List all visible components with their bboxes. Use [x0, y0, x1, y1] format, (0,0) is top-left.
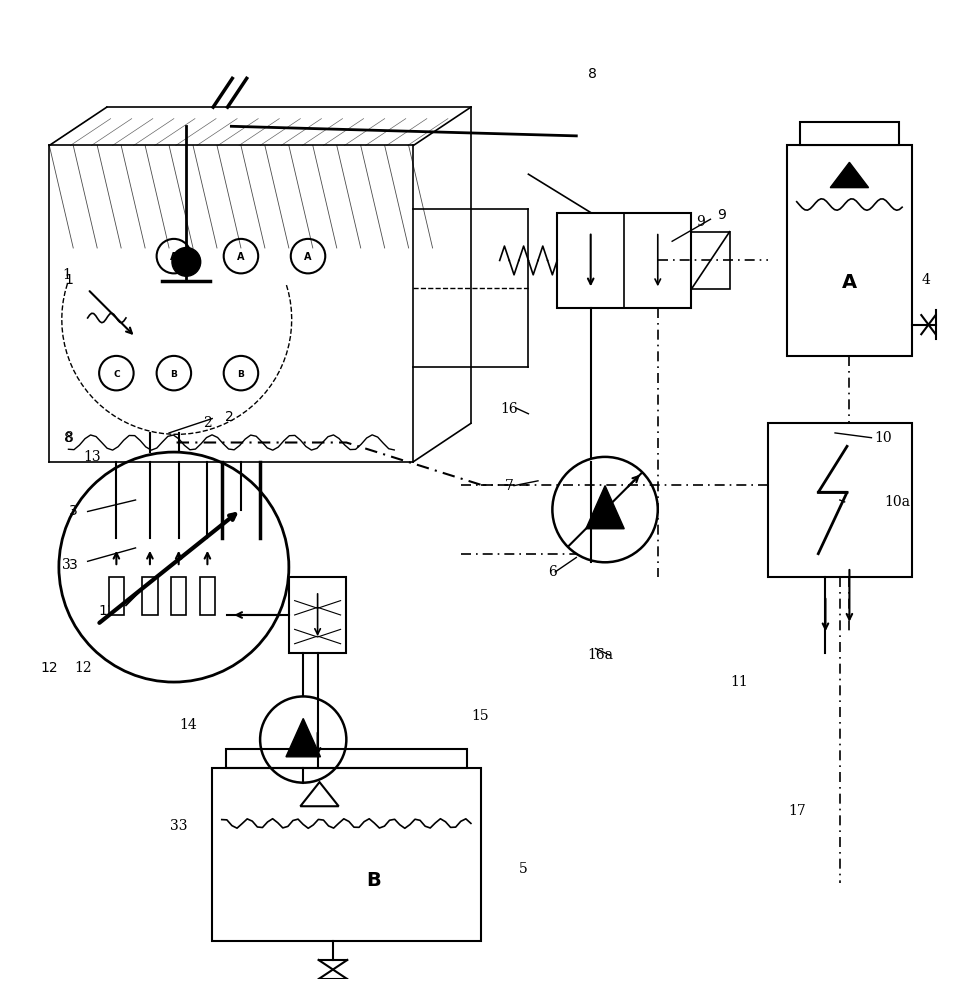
- Text: 7: 7: [505, 479, 514, 493]
- Polygon shape: [286, 718, 320, 757]
- Text: 13: 13: [84, 450, 101, 464]
- Text: 3: 3: [69, 504, 78, 518]
- Bar: [557, 213, 691, 308]
- Text: 14: 14: [180, 718, 197, 732]
- Text: 8: 8: [64, 431, 73, 445]
- Text: 8: 8: [588, 67, 597, 81]
- Text: 17: 17: [788, 804, 805, 818]
- Text: 1: 1: [64, 273, 73, 287]
- Bar: [289, 577, 346, 653]
- Bar: [142, 577, 158, 615]
- Text: A: A: [842, 273, 857, 292]
- Text: 15: 15: [472, 709, 489, 723]
- Text: 16a: 16a: [587, 648, 613, 662]
- Circle shape: [172, 248, 201, 276]
- Text: B: B: [170, 370, 178, 379]
- Bar: [768, 423, 912, 577]
- Text: B: B: [366, 871, 381, 890]
- Text: 11: 11: [730, 675, 748, 689]
- Text: 8: 8: [64, 431, 73, 445]
- Text: 9: 9: [718, 208, 727, 222]
- Text: 2: 2: [203, 416, 211, 430]
- Bar: [212, 768, 480, 941]
- Text: C: C: [113, 370, 120, 379]
- Text: 4: 4: [922, 273, 930, 287]
- Text: A: A: [237, 252, 245, 262]
- Text: 10a: 10a: [884, 495, 910, 509]
- Text: 10: 10: [875, 431, 892, 445]
- Polygon shape: [586, 486, 625, 529]
- Text: 3: 3: [62, 558, 71, 572]
- Bar: [226, 749, 467, 768]
- Text: 12: 12: [74, 661, 91, 675]
- Text: 5: 5: [519, 862, 528, 876]
- Text: 9: 9: [697, 215, 705, 229]
- Text: 3: 3: [69, 558, 78, 572]
- Text: 1: 1: [62, 268, 71, 282]
- Text: A: A: [305, 252, 311, 262]
- Bar: [787, 145, 912, 356]
- Text: B: B: [237, 370, 244, 379]
- Text: 13: 13: [98, 604, 115, 618]
- Text: 12: 12: [40, 661, 58, 675]
- Bar: [800, 122, 899, 145]
- Text: 2: 2: [225, 410, 234, 424]
- Text: 16: 16: [501, 402, 518, 416]
- Bar: [109, 577, 124, 615]
- Bar: [200, 577, 215, 615]
- Polygon shape: [830, 162, 869, 188]
- Bar: [691, 232, 729, 289]
- Text: 6: 6: [548, 565, 556, 579]
- Text: 33: 33: [170, 819, 187, 833]
- Bar: [171, 577, 186, 615]
- Text: A: A: [170, 252, 178, 262]
